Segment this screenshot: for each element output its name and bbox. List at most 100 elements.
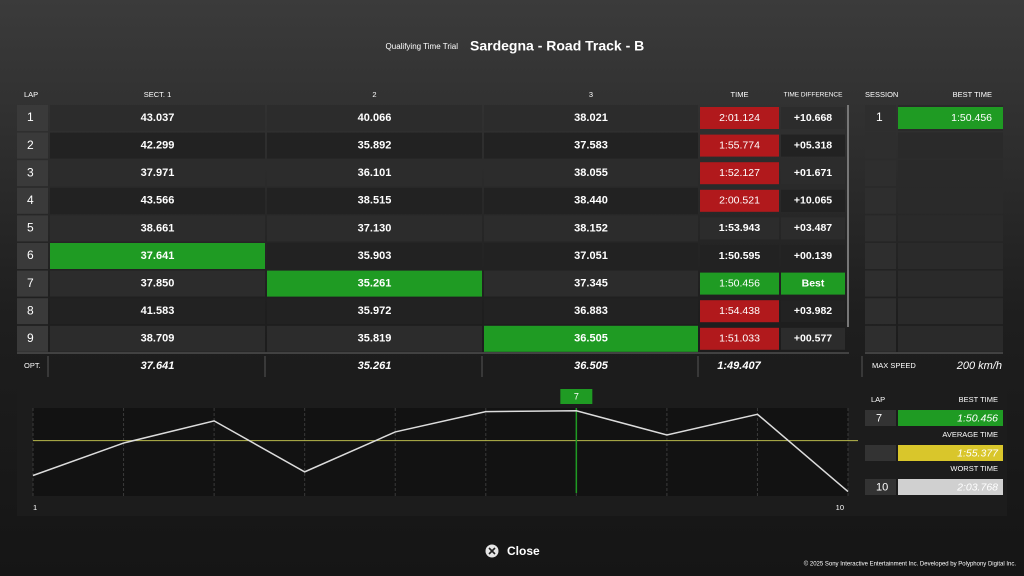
sector-time: 35.261 [358, 278, 392, 290]
sector-cell [50, 243, 265, 269]
best-time: 1:50.456 [951, 112, 992, 124]
max-speed-label: MAX SPEED [872, 361, 916, 370]
plot-area [33, 408, 848, 496]
close-icon-x[interactable] [488, 547, 496, 555]
scrollbar [847, 105, 849, 327]
close-button[interactable]: Close [507, 544, 540, 558]
lap-cell [17, 325, 48, 352]
session-cell [865, 105, 896, 131]
best-time-cell [898, 187, 1003, 214]
lap-number: 2 [27, 138, 34, 152]
best-lap-marker [560, 389, 593, 404]
sector-cell [50, 160, 265, 187]
sector-time: 38.021 [574, 112, 608, 124]
diff-cell [781, 107, 845, 129]
sector-cell [267, 187, 482, 214]
session-cell [865, 187, 896, 214]
sector-time: 37.641 [141, 250, 175, 262]
session-cell [865, 243, 896, 269]
lap-cell [17, 270, 48, 297]
summary-bar [898, 445, 1003, 461]
lap-time-line [32, 410, 849, 493]
optimal-sector: 37.641 [141, 360, 175, 372]
session-number: 1 [876, 110, 883, 124]
sector-cell [267, 105, 482, 131]
copyright: © 2025 Sony Interactive Entertainment In… [804, 561, 1017, 568]
summary-bar [898, 410, 1003, 426]
title: Sardegna - Road Track - B [470, 38, 644, 54]
optimal-sector: 35.261 [358, 360, 392, 372]
lap-number: 5 [27, 221, 34, 235]
sector-time: 42.299 [141, 140, 175, 152]
summary-time: 1:50.456 [957, 412, 998, 424]
summary-label: LAP [871, 395, 885, 404]
summary-lap-cell [865, 479, 896, 495]
best-lap-marker-label: 7 [574, 391, 579, 401]
lap-number: 8 [27, 303, 34, 317]
time-cell [700, 134, 779, 157]
sector-cell [267, 298, 482, 325]
lap-number: 3 [27, 165, 34, 179]
sector-time: 36.101 [358, 167, 392, 179]
time-difference: +00.139 [794, 250, 832, 262]
summary-lap: 10 [876, 481, 888, 493]
sector-time: 40.066 [358, 112, 392, 124]
column-header: SECT. 1 [144, 90, 172, 99]
sector-time: 38.709 [141, 333, 175, 345]
time-difference: +05.318 [794, 139, 832, 151]
lap-time: 1:51.033 [719, 333, 760, 345]
summary-label: WORST TIME [950, 464, 998, 473]
sector-time: 43.037 [141, 112, 175, 124]
diff-cell [781, 272, 845, 295]
summary-label: AVERAGE TIME [942, 430, 998, 439]
lap-cell [17, 215, 48, 242]
sector-cell [484, 270, 698, 297]
column-header: LAP [24, 90, 38, 99]
lap-cell [17, 243, 48, 269]
diff-cell [781, 134, 845, 157]
time-difference: Best [802, 277, 825, 289]
time-cell [700, 327, 779, 350]
sector-time: 41.583 [141, 305, 175, 317]
sector-cell [267, 215, 482, 242]
sector-cell [484, 160, 698, 187]
x-tick-label: 1 [33, 503, 37, 512]
best-time-cell [898, 132, 1003, 159]
sector-cell [267, 325, 482, 352]
lap-cell [17, 160, 48, 187]
sector-time: 35.903 [358, 250, 392, 262]
sector-time: 38.661 [141, 222, 175, 234]
diff-cell [781, 217, 845, 240]
sector-cell [267, 243, 482, 269]
best-time-cell [898, 325, 1003, 352]
sector-time: 38.055 [574, 167, 608, 179]
summary-lap-cell [865, 445, 896, 461]
sector-cell [267, 132, 482, 159]
sector-time: 37.971 [141, 167, 175, 179]
time-difference: +03.487 [794, 222, 832, 234]
time-cell [700, 272, 779, 295]
sector-time: 35.819 [358, 333, 392, 345]
time-cell [700, 245, 779, 267]
sector-time: 36.505 [574, 333, 608, 345]
optimal-sector: 36.505 [574, 360, 609, 372]
sector-cell [484, 105, 698, 131]
sector-time: 37.051 [574, 250, 608, 262]
lap-number: 1 [27, 110, 34, 124]
max-speed: 200 km/h [956, 360, 1002, 372]
time-difference: +01.671 [794, 167, 832, 179]
column-header: TIME [731, 90, 749, 99]
diff-cell [781, 300, 845, 323]
diff-cell [781, 327, 845, 350]
column-header: SESSION [865, 90, 898, 99]
lap-time: 1:50.456 [719, 277, 760, 289]
sector-cell [484, 325, 698, 352]
lap-time: 2:01.124 [719, 112, 760, 124]
optimal-time: 1:49.407 [717, 360, 761, 372]
lap-number: 7 [27, 276, 34, 290]
lap-cell [17, 105, 48, 131]
diff-cell [781, 189, 845, 212]
column-header: TIME DIFFERENCE [784, 92, 844, 99]
